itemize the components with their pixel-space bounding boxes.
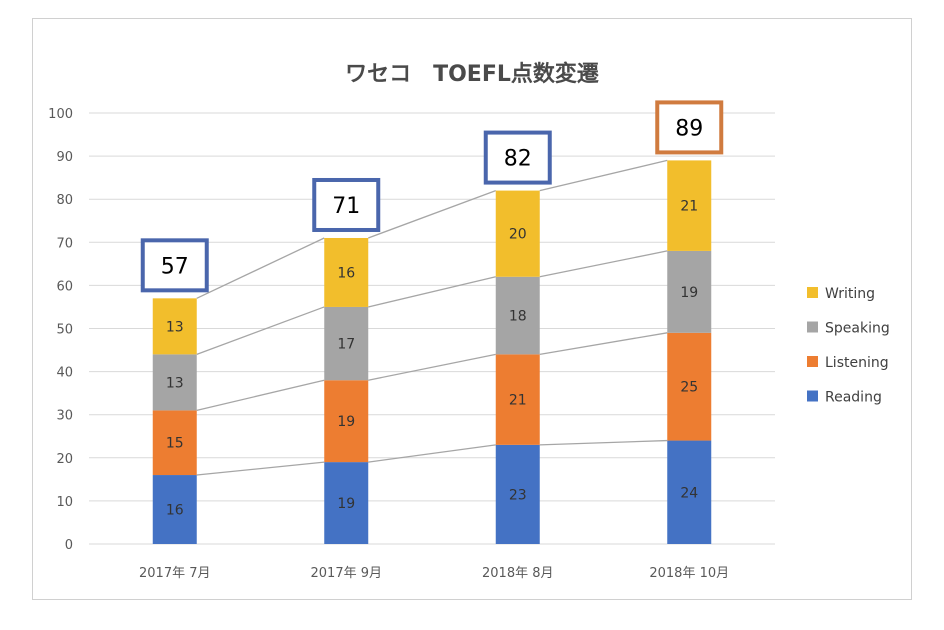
legend-label: Reading: [825, 390, 882, 406]
legend-label: Listening: [825, 355, 889, 371]
data-label: 23: [509, 487, 527, 503]
data-label: 13: [166, 319, 184, 335]
data-label: 16: [337, 265, 355, 281]
y-tick-label: 30: [56, 409, 73, 424]
bar-segment-listening: [324, 380, 369, 463]
total-box: [655, 100, 724, 155]
data-label: 20: [509, 227, 527, 243]
total-label: 71: [332, 194, 360, 219]
series-line: [368, 189, 496, 239]
series-line: [539, 332, 668, 356]
y-tick-label: 40: [56, 366, 73, 381]
legend-swatch-speaking: [807, 321, 818, 333]
data-label: 19: [680, 285, 698, 301]
series-line: [539, 159, 668, 192]
bar-segment-writing: [667, 160, 712, 251]
x-tick-label: 2018年 8月: [482, 566, 554, 581]
legend-label: Writing: [825, 286, 875, 302]
data-label: 13: [166, 375, 184, 391]
legend: Writing Speaking Listening Reading: [807, 286, 890, 406]
legend-swatch-reading: [807, 390, 818, 402]
data-label: 21: [509, 393, 527, 409]
y-tick-label: 80: [56, 193, 73, 208]
series-line: [368, 353, 496, 381]
x-tick-label: 2017年 7月: [139, 566, 211, 581]
series-line: [368, 444, 496, 463]
bar-segment-writing: [324, 237, 369, 307]
series-line: [539, 250, 668, 278]
chart-frame: ワセコ TOEFL点数変遷 0 10 20 30 40 50 60 70 80 90 100 16 1…: [32, 18, 912, 600]
series-line: [539, 439, 668, 446]
bar-segment-speaking: [667, 250, 712, 333]
chart-title: ワセコ TOEFL点数変遷: [345, 61, 599, 87]
y-tick-label: 10: [56, 495, 73, 510]
series-line: [196, 461, 325, 476]
bar-segment-listening: [152, 410, 197, 476]
data-label: 17: [337, 337, 355, 353]
data-label: 16: [166, 503, 184, 519]
y-tick-label: 100: [48, 107, 73, 122]
total-label: 57: [161, 254, 189, 279]
legend-swatch-writing: [807, 287, 818, 298]
data-label: 24: [680, 485, 698, 501]
data-label: 19: [337, 414, 355, 430]
total-label: 89: [675, 116, 703, 141]
y-axis-ticks: 0 10 20 30 40 50 60 70 80 90 100: [48, 107, 73, 553]
bar-segment-reading: [667, 440, 712, 544]
data-label: 21: [680, 199, 698, 215]
series-line: [196, 306, 325, 355]
series-line: [196, 237, 325, 299]
bar-segment-writing: [152, 298, 197, 355]
y-tick-label: 0: [65, 538, 73, 553]
x-tick-label: 2017年 9月: [311, 566, 383, 581]
total-box: [483, 130, 552, 185]
y-tick-label: 70: [56, 236, 73, 251]
bar-segment-speaking: [152, 354, 197, 411]
bar-segment-reading: [495, 444, 540, 544]
data-label: 25: [680, 380, 698, 396]
bar-segment-speaking: [324, 306, 369, 381]
bar-segment-writing: [495, 190, 540, 277]
bar-segment-reading: [324, 462, 369, 544]
bars: 16 15 13 13 19 19 17 16 23 21 18 20 24 25 19 21: [152, 160, 712, 544]
y-tick-label: 60: [56, 279, 73, 294]
data-label: 19: [337, 496, 355, 512]
total-box: [312, 177, 381, 232]
series-line: [196, 379, 325, 412]
x-axis-labels: 2017年 7月 2017年 9月 2018年 8月 2018年 10月: [139, 566, 729, 581]
data-label: 15: [166, 436, 184, 452]
legend-swatch-listening: [807, 356, 818, 367]
series-connector-lines: [196, 159, 668, 476]
bar-segment-listening: [495, 354, 540, 445]
y-tick-label: 90: [56, 150, 73, 165]
series-line: [368, 276, 496, 308]
bar-segment-speaking: [495, 276, 540, 355]
bar-segment-listening: [667, 332, 712, 441]
data-label: 18: [509, 309, 527, 325]
total-box: [140, 238, 209, 293]
y-tick-label: 20: [56, 452, 73, 467]
total-label: 82: [504, 147, 532, 172]
y-tick-label: 50: [56, 323, 73, 338]
total-labels: 57 71 82 89: [140, 100, 724, 293]
x-tick-label: 2018年 10月: [649, 566, 729, 581]
legend-label: Speaking: [825, 321, 890, 337]
bar-segment-reading: [152, 475, 197, 544]
